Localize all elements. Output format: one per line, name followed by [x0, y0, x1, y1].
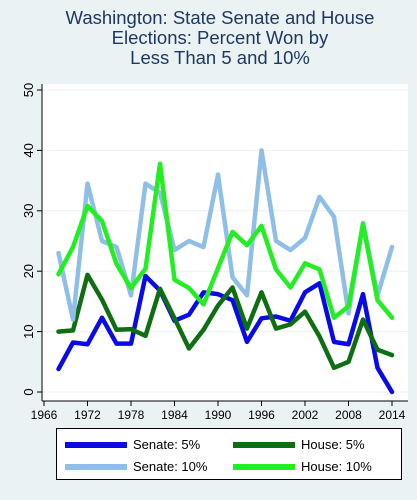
x-tick-label: 2014 — [379, 408, 406, 422]
y-tick-label: 50 — [21, 83, 36, 97]
chart-title-line-3: Less Than 5 and 10% — [130, 47, 310, 68]
legend-label: House: 5% — [301, 437, 365, 452]
x-tick-label: 1972 — [74, 408, 101, 422]
x-tick-label: 1966 — [31, 408, 58, 422]
y-tick-label: 40 — [21, 143, 36, 157]
x-tick-label: 1984 — [161, 408, 188, 422]
legend: Senate: 5% House: 5% Senate: 10% House: … — [56, 428, 402, 480]
legend-item-senate-5: Senate: 5% — [65, 437, 200, 452]
y-tick-label: 20 — [21, 264, 36, 278]
series-line-house-10 — [56, 161, 395, 320]
chart-title-line-1: Washington: State Senate and House — [65, 7, 375, 28]
y-tick-label: 0 — [21, 388, 36, 395]
legend-label: House: 10% — [301, 459, 372, 474]
y-tick-label: 10 — [21, 324, 36, 338]
legend-swatch — [65, 463, 127, 470]
x-tick-label: 1996 — [248, 408, 275, 422]
legend-swatch — [233, 441, 295, 448]
legend-swatch — [233, 463, 295, 470]
chart-title-line-2: Elections: Percent Won by — [111, 27, 329, 48]
legend-swatch — [65, 441, 127, 448]
legend-label: Senate: 5% — [133, 437, 201, 452]
y-axis: 0 10 20 30 40 50 — [21, 83, 43, 401]
x-tick-label: 1978 — [118, 408, 145, 422]
series-line-house-5 — [56, 272, 395, 371]
x-axis: 1966 1972 1978 1984 1990 1996 2002 2008 2014 — [31, 400, 408, 422]
gridlines — [42, 89, 408, 393]
x-tick-label: 1990 — [205, 408, 232, 422]
legend-item-senate-10: Senate: 10% — [65, 459, 207, 474]
x-tick-label: 2002 — [292, 408, 319, 422]
series-lines — [56, 148, 395, 395]
x-tick-label: 2008 — [335, 408, 362, 422]
legend-item-house-10: House: 10% — [233, 459, 372, 474]
legend-label: Senate: 10% — [133, 459, 208, 474]
chart-title: Washington: State Senate and House Elect… — [20, 8, 417, 68]
legend-item-house-5: House: 5% — [233, 437, 365, 452]
y-tick-label: 30 — [21, 204, 36, 218]
series-line-senate-10 — [56, 148, 395, 322]
